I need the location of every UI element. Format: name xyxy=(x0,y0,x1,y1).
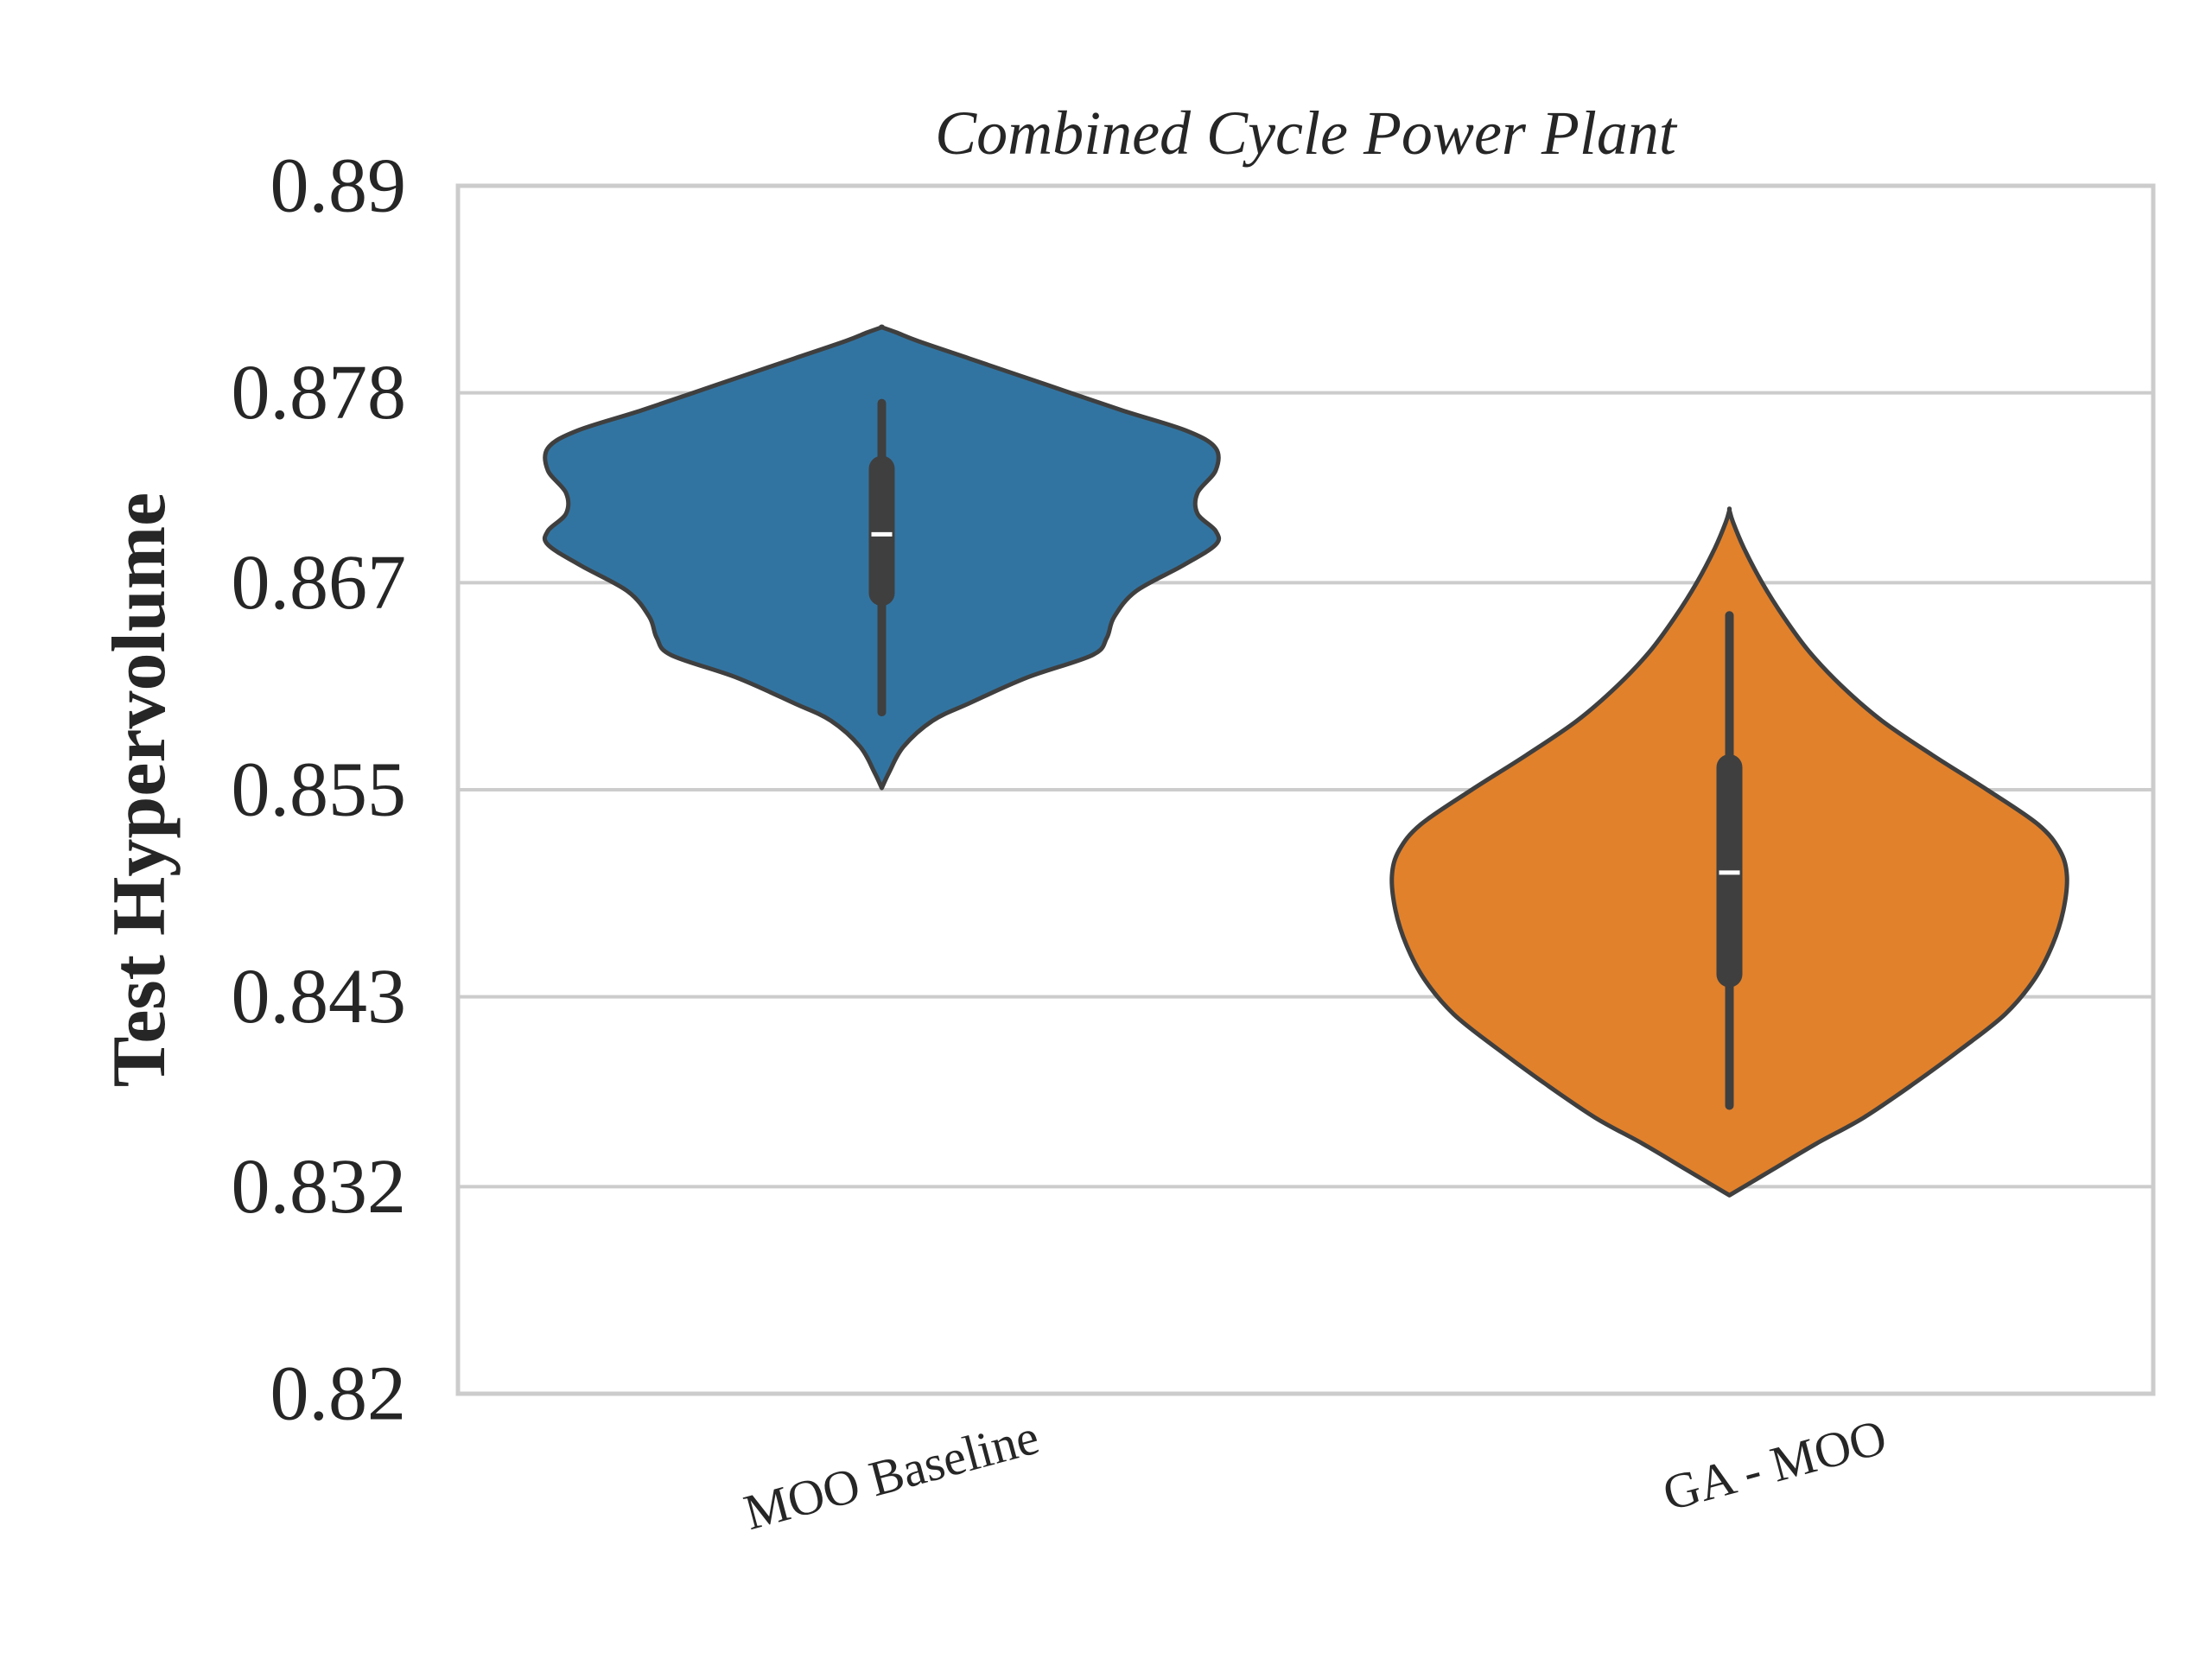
y-tick-label: 0.832 xyxy=(232,1144,407,1230)
y-tick-label: 0.867 xyxy=(232,540,407,626)
y-tick-label: 0.878 xyxy=(232,350,407,435)
chart-title: Combined Cycle Power Plant xyxy=(935,99,1678,168)
y-tick-label: 0.82 xyxy=(270,1351,407,1437)
plot-frame xyxy=(455,183,2156,1396)
y-axis-label: Test Hypervolume xyxy=(98,493,181,1088)
violins xyxy=(542,324,2069,1198)
y-tick-label: 0.855 xyxy=(232,747,407,833)
y-tick-labels: 0.82 0.832 0.843 0.855 0.867 0.878 0.89 xyxy=(232,143,407,1437)
y-tick-label: 0.89 xyxy=(270,143,407,229)
y-tick-label: 0.843 xyxy=(232,954,407,1039)
